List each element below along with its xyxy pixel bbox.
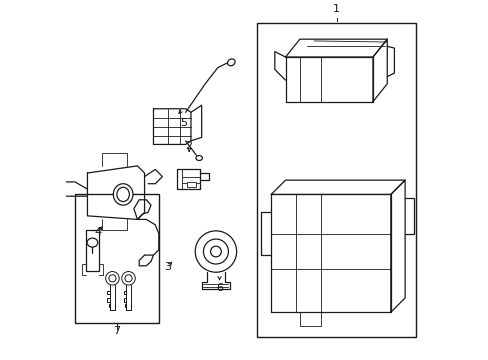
Ellipse shape: [122, 271, 135, 285]
Bar: [85, 230, 99, 271]
Ellipse shape: [87, 238, 98, 247]
Circle shape: [195, 231, 236, 272]
Text: 5: 5: [180, 118, 187, 128]
Text: 2: 2: [185, 141, 192, 151]
Text: 1: 1: [332, 4, 339, 14]
Ellipse shape: [124, 275, 132, 282]
Ellipse shape: [196, 156, 202, 161]
Ellipse shape: [105, 271, 119, 285]
Text: 6: 6: [216, 283, 223, 293]
Ellipse shape: [117, 187, 129, 202]
Text: 4: 4: [94, 227, 102, 237]
Ellipse shape: [58, 183, 63, 195]
Ellipse shape: [227, 59, 235, 66]
Ellipse shape: [109, 275, 116, 282]
Circle shape: [203, 239, 228, 264]
Bar: [257, 23, 415, 337]
Text: 3: 3: [164, 261, 171, 271]
Circle shape: [210, 246, 221, 257]
Bar: [75, 194, 159, 323]
Bar: [187, 182, 196, 187]
Ellipse shape: [113, 184, 133, 205]
Text: 7: 7: [113, 326, 121, 336]
